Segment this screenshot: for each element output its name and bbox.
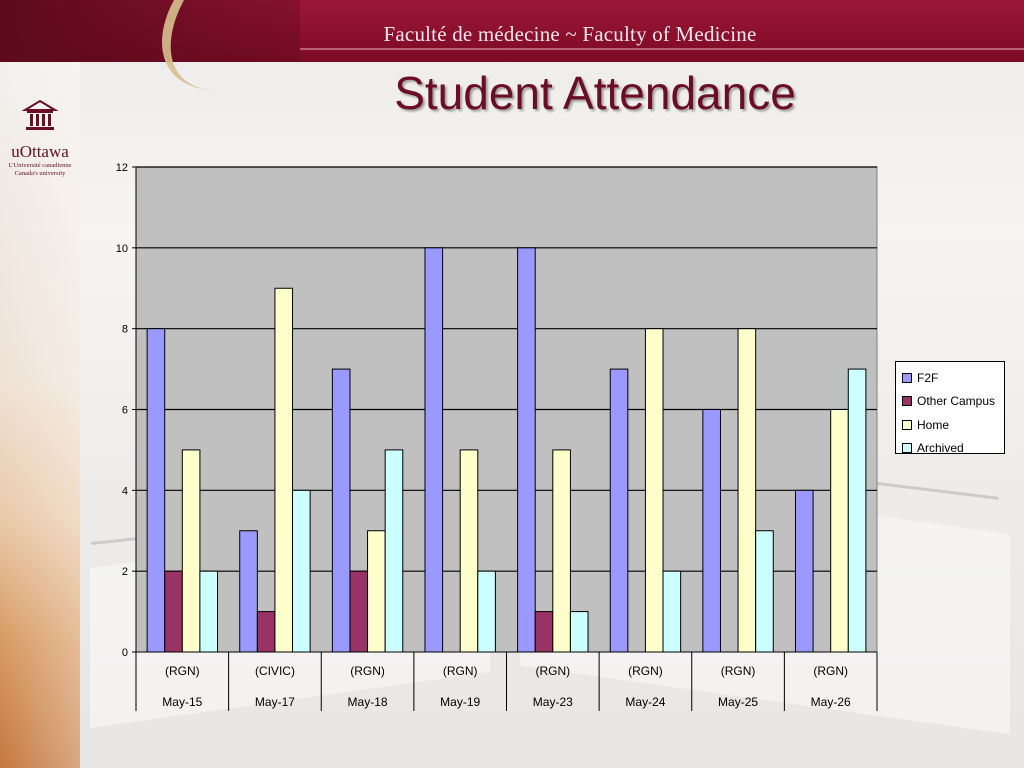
legend-swatch <box>902 443 912 454</box>
bar-archived <box>292 489 311 653</box>
bar-other-campus <box>534 611 554 653</box>
category-label: May-19 <box>440 695 480 709</box>
logo-tagline-fr: L'Université canadienne <box>8 162 72 169</box>
bar-other-campus <box>256 611 276 653</box>
category-sublabel: (RGN) <box>535 664 570 678</box>
bar-home <box>644 328 664 653</box>
bar-f2f <box>702 409 721 653</box>
bar-home <box>367 530 386 653</box>
legend-item: F2F <box>902 366 998 390</box>
bar-f2f <box>794 489 814 653</box>
category-sublabel: (RGN) <box>628 664 663 678</box>
logo-tagline-en: Canada's university <box>14 170 66 177</box>
category-label: May-15 <box>162 695 202 709</box>
bar-archived <box>847 368 867 653</box>
bar-f2f <box>424 247 444 653</box>
legend-item: Archived <box>902 437 998 461</box>
bar-archived <box>755 530 774 653</box>
category-sublabel: (RGN) <box>813 664 848 678</box>
legend-label: Home <box>917 417 950 432</box>
category-label: May-24 <box>625 695 665 709</box>
bar-home <box>181 449 201 653</box>
bar-f2f <box>609 368 629 653</box>
legend-swatch <box>902 419 912 430</box>
legend-label: Other Campus <box>917 394 996 409</box>
bar-archived <box>662 570 682 653</box>
bar-other-campus <box>164 570 183 653</box>
bar-f2f <box>331 368 351 653</box>
category-sublabel: (RGN) <box>350 664 385 678</box>
category-sublabel: (RGN) <box>165 664 200 678</box>
y-tick-label: 10 <box>116 243 128 255</box>
y-tick-label: 12 <box>116 162 128 174</box>
uottawa-logo: uOttawa L'Université canadienne Canada's… <box>0 98 80 178</box>
legend-swatch <box>902 372 912 383</box>
y-tick-label: 6 <box>122 405 128 417</box>
legend-swatch <box>902 396 912 407</box>
logo-wordmark: uOttawa <box>11 142 69 161</box>
legend-item: Other Campus <box>902 390 998 414</box>
y-tick-label: 0 <box>122 647 128 659</box>
category-label: May-25 <box>718 695 758 709</box>
banner-shade <box>0 0 300 62</box>
bar-archived <box>384 449 404 653</box>
bar-f2f <box>517 247 536 653</box>
header-banner: Faculté de médecine ~ Faculty of Medicin… <box>0 0 1024 90</box>
category-label: May-17 <box>255 695 295 709</box>
category-label: May-26 <box>811 695 851 709</box>
faculty-banner-title: Faculté de médecine ~ Faculty of Medicin… <box>383 22 757 46</box>
y-tick-label: 8 <box>122 324 128 336</box>
bar-f2f <box>239 530 258 653</box>
category-sublabel: (RGN) <box>443 664 478 678</box>
bar-home <box>830 409 849 653</box>
bar-home <box>274 287 294 653</box>
university-building-icon <box>21 99 59 130</box>
banner-divider <box>300 48 1024 50</box>
y-tick-label: 4 <box>122 485 128 497</box>
bar-home <box>552 449 571 653</box>
legend-label: Archived <box>917 441 964 456</box>
left-decorative-strip <box>0 60 80 768</box>
bar-home <box>459 449 479 653</box>
category-sublabel: (RGN) <box>721 664 756 678</box>
y-tick-label: 2 <box>122 566 128 578</box>
bar-archived <box>199 570 219 653</box>
chart-legend: F2F Other Campus Home Archived <box>895 361 1005 455</box>
bar-other-campus <box>349 570 369 653</box>
left-strip-overlay <box>0 60 80 768</box>
bar-f2f <box>146 328 166 653</box>
legend-item: Home <box>902 413 998 437</box>
legend-label: F2F <box>917 370 939 385</box>
bar-archived <box>569 611 589 653</box>
category-label: May-23 <box>533 695 573 709</box>
bar-archived <box>477 570 496 653</box>
category-sublabel: (CIVIC) <box>255 664 295 678</box>
category-label: May-18 <box>348 695 388 709</box>
slide-title: Student Attendance <box>394 67 796 119</box>
bar-home <box>737 328 757 653</box>
